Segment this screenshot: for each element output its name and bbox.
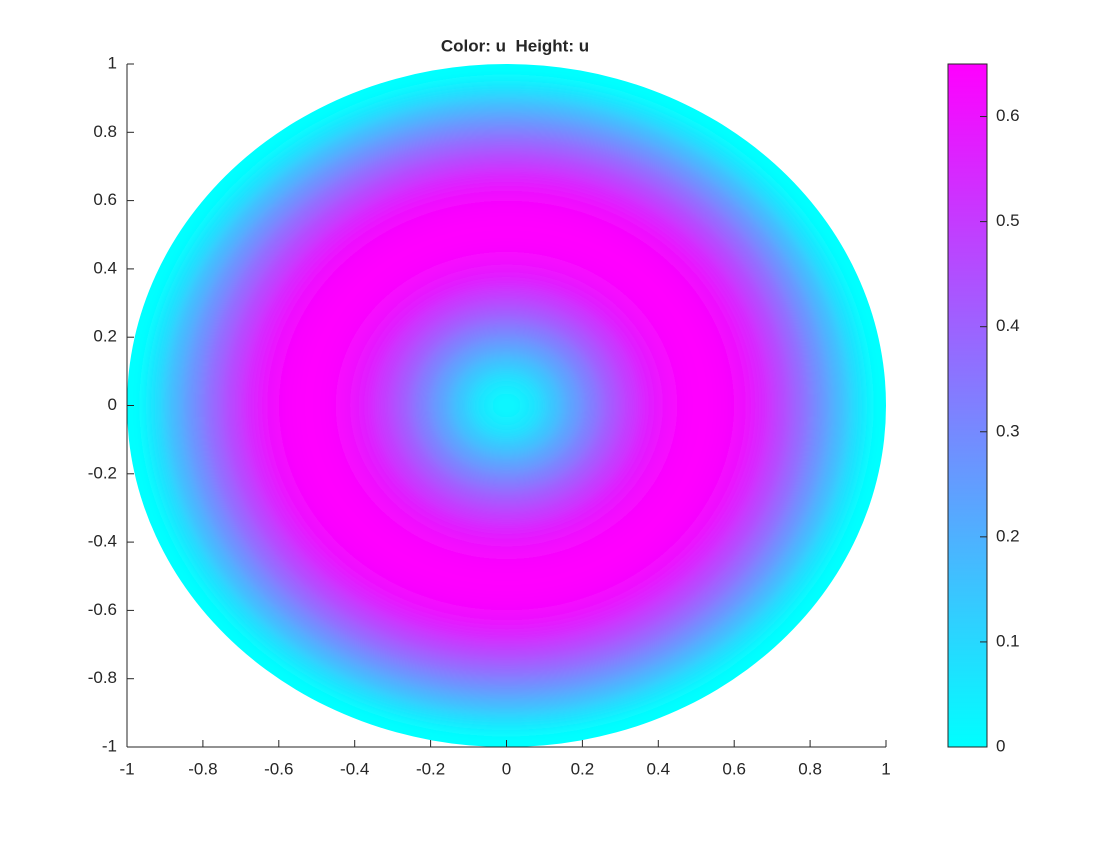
- colorbar-tick-label: 0.3: [996, 421, 1020, 440]
- colorbar: [947, 63, 988, 748]
- x-tick-label: 0.8: [798, 759, 822, 778]
- x-tick-label: 1: [881, 759, 890, 778]
- y-tick-label: 0: [108, 395, 117, 414]
- x-tick-label: -0.8: [188, 759, 217, 778]
- y-tick-label: 1: [108, 53, 117, 72]
- x-tick-label: -0.4: [340, 759, 369, 778]
- x-tick-label: -0.2: [416, 759, 445, 778]
- y-tick-label: 0.8: [93, 122, 117, 141]
- y-tick-label: -0.2: [88, 463, 117, 482]
- x-tick-label: 0.6: [722, 759, 746, 778]
- surface: [127, 64, 886, 747]
- colorbar-tick-label: 0.4: [996, 316, 1020, 335]
- y-tick-label: -0.8: [88, 668, 117, 687]
- y-tick-label: -0.6: [88, 600, 117, 619]
- colorbar-tick-label: 0: [996, 736, 1005, 755]
- chart-title: Color: u Height: u: [441, 36, 589, 55]
- x-tick-label: 0.4: [646, 759, 670, 778]
- y-tick-label: 0.4: [93, 258, 117, 277]
- colorbar-tick-label: 0.1: [996, 631, 1020, 650]
- y-tick-label: -1: [102, 736, 117, 755]
- colorbar-tick-label: 0.2: [996, 526, 1020, 545]
- x-tick-label: -0.6: [264, 759, 293, 778]
- ring: [506, 405, 507, 406]
- x-tick-label: 0: [502, 759, 511, 778]
- x-tick-label: 0.2: [571, 759, 595, 778]
- y-tick-label: 0.6: [93, 190, 117, 209]
- colorbar-tick-label: 0.5: [996, 211, 1020, 230]
- colorbar-tick-label: 0.6: [996, 106, 1020, 125]
- x-tick-label: -1: [119, 759, 134, 778]
- y-tick-label: 0.2: [93, 327, 117, 346]
- y-tick-label: -0.4: [88, 532, 117, 551]
